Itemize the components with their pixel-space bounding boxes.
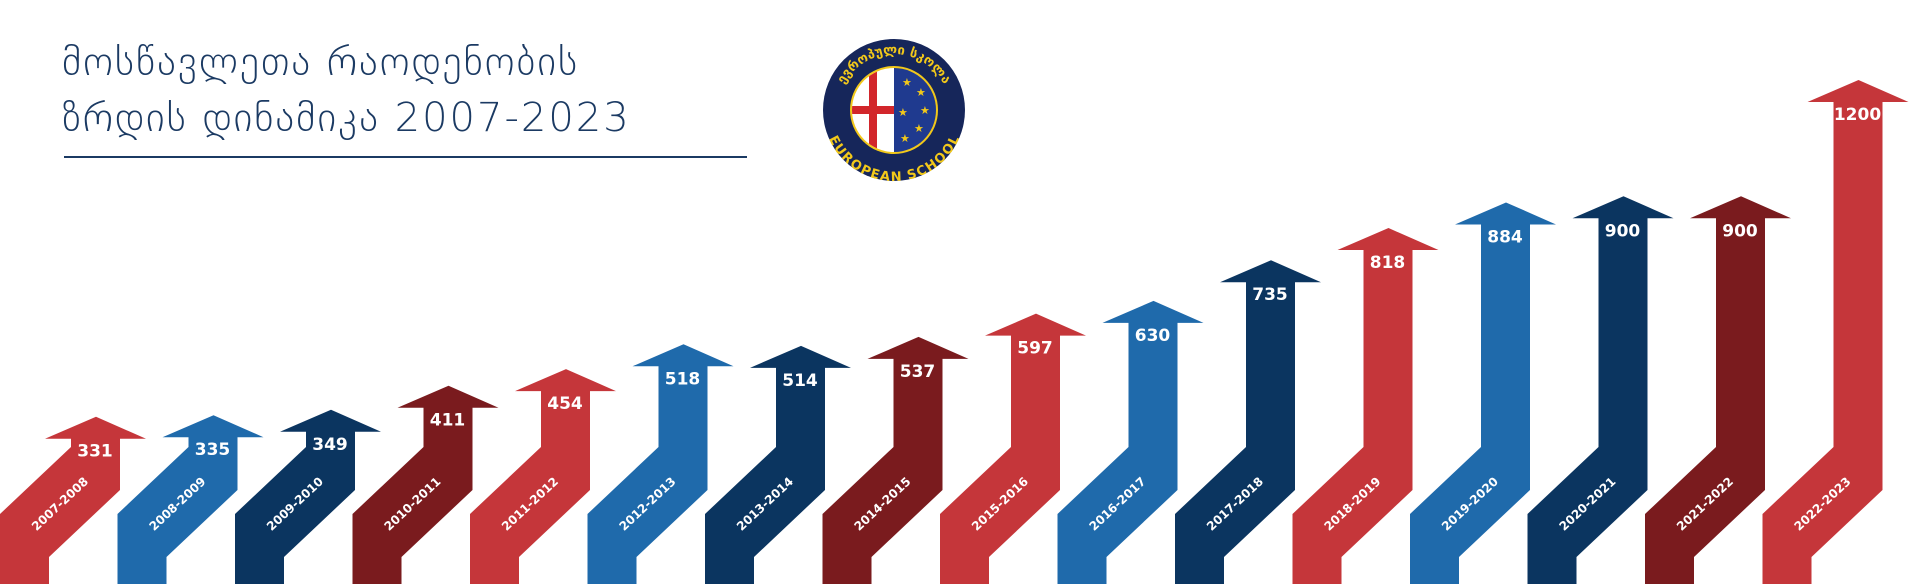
arrow: [1527, 196, 1674, 584]
logo: ★★★★★★ ევროპული სკოლა EUROPEAN SCHOOL: [821, 37, 967, 185]
arrow: [470, 369, 616, 584]
value-label: 884: [1487, 227, 1523, 247]
arrow: [235, 409, 381, 584]
value-label: 335: [195, 440, 231, 460]
value-label: 900: [1722, 221, 1758, 241]
value-label: 735: [1252, 285, 1288, 305]
arrow: [1645, 196, 1791, 584]
value-label: 900: [1605, 221, 1641, 241]
value-label: 537: [900, 362, 936, 382]
svg-text:★: ★: [914, 122, 924, 135]
svg-text:★: ★: [902, 76, 912, 89]
arrow: [352, 385, 499, 584]
value-label: 331: [77, 442, 113, 462]
value-label: 597: [1017, 339, 1053, 359]
arrow: [587, 344, 734, 584]
arrow: [822, 336, 969, 584]
value-label: 518: [665, 369, 701, 389]
value-label: 411: [430, 411, 466, 431]
title-line: მოსწავლეთა რაოდენობის: [62, 39, 579, 85]
arrow: [705, 345, 851, 584]
arrow: [1057, 300, 1204, 584]
svg-text:★: ★: [920, 104, 930, 117]
title-line: ზრდის დინამიკა 2007-2023: [62, 95, 631, 141]
arrow: [117, 415, 264, 584]
arrow: [0, 416, 146, 584]
value-label: 454: [547, 394, 583, 414]
arrow: [1292, 228, 1439, 584]
svg-text:★: ★: [898, 106, 908, 119]
arrow: [1410, 202, 1556, 584]
value-label: 630: [1135, 326, 1171, 346]
arrow: [1762, 80, 1909, 584]
value-label: 818: [1370, 253, 1406, 273]
value-label: 349: [312, 435, 348, 455]
svg-text:★: ★: [900, 132, 910, 145]
svg-text:★: ★: [916, 86, 926, 99]
arrow: [1175, 260, 1321, 584]
value-label: 1200: [1834, 105, 1881, 125]
arrow: [940, 313, 1086, 584]
value-label: 514: [782, 371, 818, 391]
